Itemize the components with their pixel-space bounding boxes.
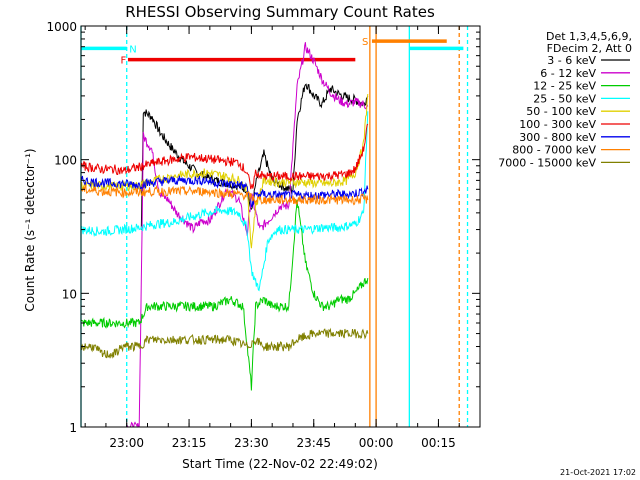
flag-label-0: N xyxy=(129,44,136,55)
series-group xyxy=(80,42,369,428)
series-line-5 xyxy=(80,123,369,190)
axis-ticks: 23:00 23:15 23:30 23:45 00:00 00:15 1 10 100 1000 xyxy=(46,20,481,450)
x-tick-label-3: 23:45 xyxy=(296,436,331,450)
legend-header-0: Det 1,3,4,5,6,9, xyxy=(546,30,632,43)
legend-label-7: 800 - 7000 keV xyxy=(512,144,596,157)
y-axis-label: Count Rate (s⁻¹ detector⁻¹) xyxy=(23,148,37,311)
series-line-2 xyxy=(80,199,369,391)
x-axis-label: Start Time (22-Nov-02 22:49:02) xyxy=(182,457,378,471)
legend-label-2: 12 - 25 keV xyxy=(533,80,596,93)
chart-title: RHESSI Observing Summary Count Rates xyxy=(125,3,435,21)
y-tick-label-3: 1000 xyxy=(46,20,77,34)
legend-label-0: 3 - 6 keV xyxy=(547,54,596,67)
legend-header-1: FDecim 2, Att 0 xyxy=(547,42,632,55)
legend-label-6: 300 - 800 keV xyxy=(519,131,596,144)
flag-label-1: F xyxy=(120,56,126,67)
y-tick-label-2: 100 xyxy=(54,154,77,168)
footer-timestamp: 21-Oct-2021 17:02 xyxy=(560,468,636,477)
x-tick-label-5: 00:15 xyxy=(421,436,456,450)
plot-frame xyxy=(80,25,481,428)
y-tick-label-0: 1 xyxy=(69,421,77,435)
flag-label-2: S xyxy=(362,37,368,48)
x-tick-label-1: 23:15 xyxy=(172,436,207,450)
x-tick-label-2: 23:30 xyxy=(234,436,269,450)
y-tick-label-1: 10 xyxy=(62,287,77,301)
legend: Det 1,3,4,5,6,9,FDecim 2, Att 03 - 6 keV… xyxy=(498,30,632,169)
series-line-7 xyxy=(80,184,369,206)
x-tick-label-0: 23:00 xyxy=(109,436,144,450)
series-line-4 xyxy=(80,93,369,249)
legend-label-4: 50 - 100 keV xyxy=(526,105,596,118)
legend-label-1: 6 - 12 keV xyxy=(540,67,596,80)
legend-label-8: 7000 - 15000 keV xyxy=(498,156,596,169)
x-tick-label-4: 00:00 xyxy=(359,436,394,450)
series-line-8 xyxy=(80,327,369,359)
flag-bars: NF S xyxy=(81,37,464,67)
legend-label-5: 100 - 300 keV xyxy=(519,118,596,131)
legend-label-3: 25 - 50 keV xyxy=(533,92,596,105)
series-line-3 xyxy=(80,111,369,292)
